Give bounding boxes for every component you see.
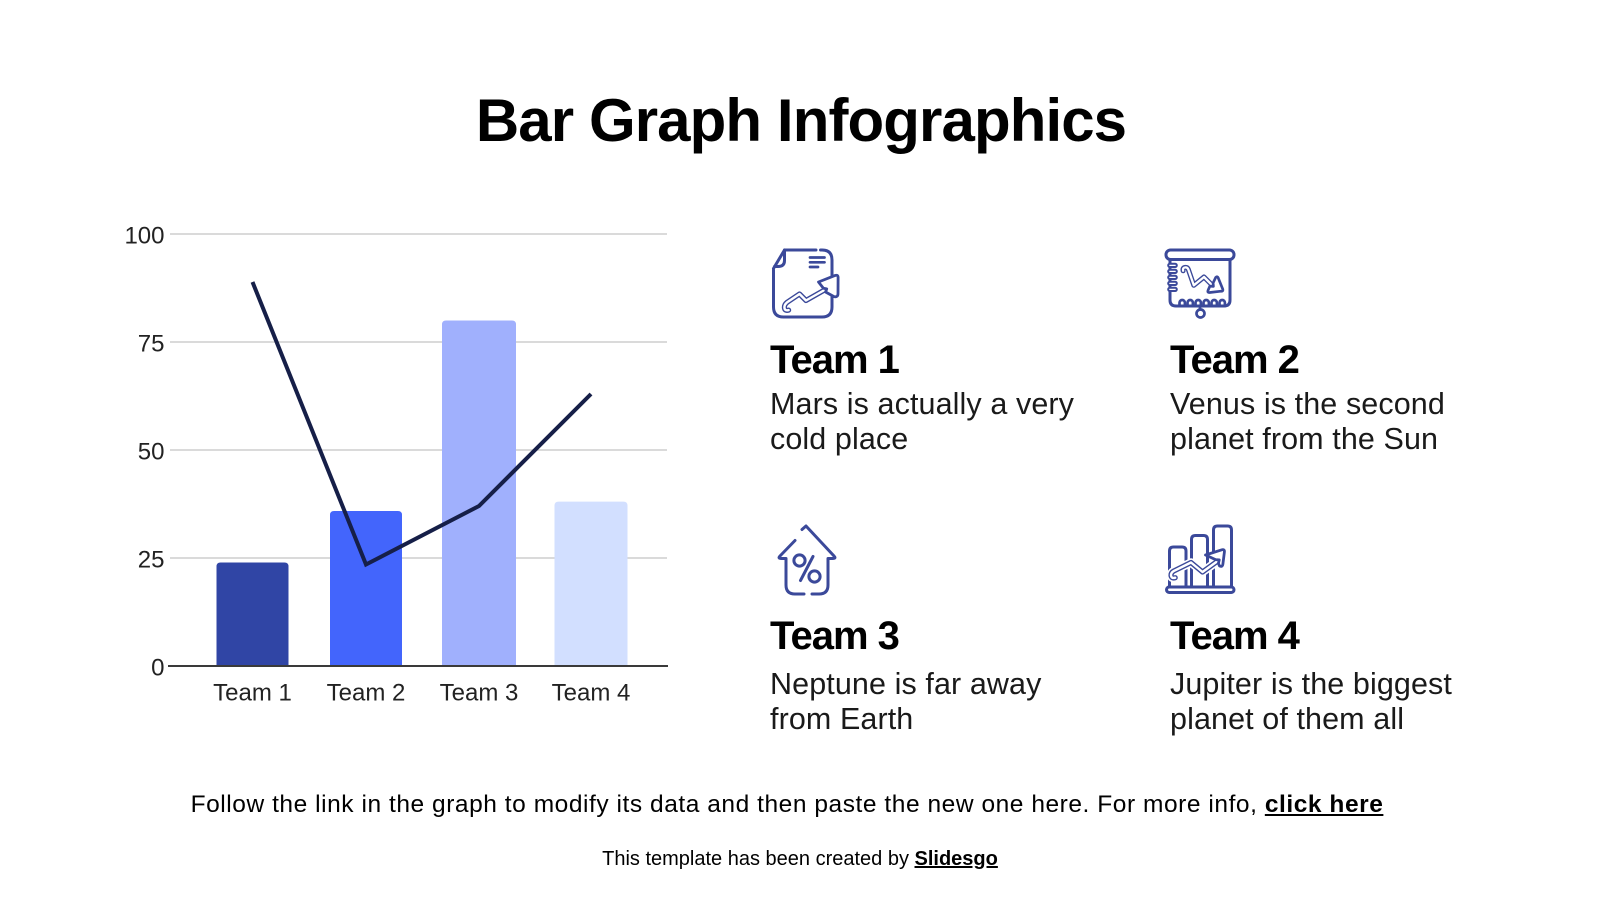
svg-text:Team 4: Team 4 [552, 680, 631, 707]
svg-text:0: 0 [151, 655, 164, 682]
svg-text:Team 2: Team 2 [327, 680, 406, 707]
svg-text:25: 25 [138, 547, 165, 574]
svg-text:Team 3: Team 3 [440, 680, 519, 707]
svg-text:100: 100 [124, 223, 164, 250]
svg-text:75: 75 [138, 331, 165, 358]
svg-text:50: 50 [138, 439, 165, 466]
svg-text:Team 1: Team 1 [213, 680, 292, 707]
